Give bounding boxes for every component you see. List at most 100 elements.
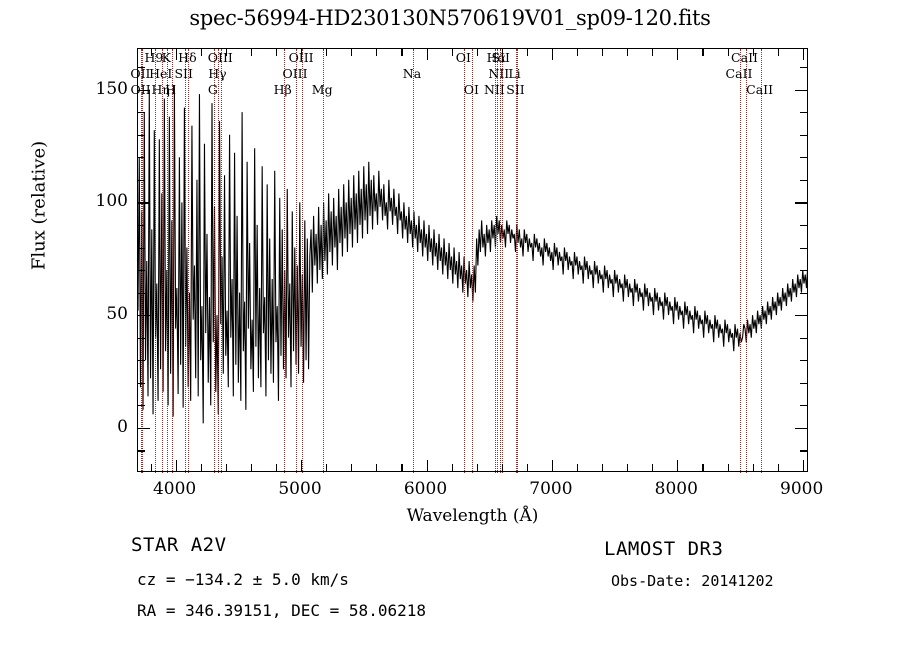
tick-mark — [652, 49, 654, 56]
spectral-line-label: OI — [463, 82, 479, 97]
tick-mark — [138, 224, 145, 227]
spectral-line-marker — [413, 49, 414, 473]
tick-mark — [627, 464, 629, 471]
spectral-line-label: NII — [483, 82, 505, 97]
tick-mark — [401, 49, 403, 56]
spectral-line-label: K — [161, 50, 171, 65]
tick-mark — [501, 464, 503, 471]
spectral-line-label: H — [165, 82, 177, 97]
spectral-line-label: OIII — [207, 50, 233, 65]
spectral-line-marker — [497, 49, 499, 473]
tick-mark — [138, 382, 145, 384]
tick-mark — [138, 270, 145, 272]
spectral-line-marker — [745, 49, 747, 473]
spectral-line-marker — [161, 49, 163, 473]
spectral-line-label: SII — [506, 82, 525, 97]
tick-mark — [138, 179, 145, 181]
tick-mark — [800, 157, 807, 159]
flux-trace — [138, 85, 807, 424]
tick-mark — [800, 112, 807, 114]
spectral-line-label: H9 — [144, 50, 164, 65]
tick-mark — [795, 315, 807, 317]
spectral-line-marker — [283, 49, 285, 473]
tick-mark — [476, 464, 478, 471]
spectral-line-marker — [218, 49, 220, 473]
spectral-line-label: OII — [130, 66, 151, 81]
spectral-line-marker — [296, 49, 297, 473]
tick-mark — [795, 89, 807, 91]
spectral-line-label: CaII — [746, 82, 774, 97]
tick-mark — [200, 464, 202, 471]
spectral-line-marker — [501, 49, 503, 473]
tick-mark — [476, 49, 478, 56]
tick-mark — [138, 247, 145, 249]
x-tick-label: 5000 — [278, 479, 322, 499]
object-class-and-type: STAR A2V — [131, 534, 227, 556]
x-tick-label: 7000 — [529, 479, 573, 499]
tick-mark — [800, 247, 807, 249]
tick-mark — [138, 292, 145, 294]
tick-mark — [376, 464, 378, 471]
tick-mark — [376, 49, 378, 56]
tick-mark — [800, 337, 807, 339]
tick-mark — [138, 450, 145, 452]
tick-mark — [150, 49, 152, 56]
tick-mark — [727, 49, 729, 56]
tick-mark — [351, 49, 353, 56]
spectral-line-label: OI — [455, 50, 471, 65]
tick-mark — [138, 337, 145, 339]
tick-mark — [777, 464, 779, 471]
spectral-line-marker — [141, 49, 143, 473]
tick-mark — [551, 49, 554, 60]
redshift-velocity: cz = −134.2 ± 5.0 km/s — [137, 570, 349, 589]
y-tick-label: 100 — [95, 191, 128, 212]
spectral-line-label: OIII — [288, 50, 314, 65]
spectral-line-marker — [213, 49, 215, 473]
tick-mark — [551, 460, 554, 471]
tick-mark — [501, 49, 503, 56]
tick-mark — [138, 89, 150, 91]
tick-mark — [326, 49, 328, 56]
tick-mark — [526, 49, 528, 56]
tick-mark — [250, 49, 253, 56]
tick-mark — [677, 460, 679, 471]
tick-mark — [602, 49, 604, 56]
spectral-line-marker — [499, 49, 501, 473]
tick-mark — [326, 464, 328, 471]
spectral-line-marker — [167, 49, 169, 473]
spectral-line-label: Mg — [311, 82, 333, 97]
spectrum-curve — [138, 85, 807, 424]
tick-mark — [276, 464, 278, 471]
y-tick-label: 150 — [95, 78, 128, 99]
tick-mark — [401, 464, 403, 471]
x-tick-label: 4000 — [152, 479, 197, 499]
tick-mark — [800, 67, 807, 69]
tick-mark — [138, 315, 150, 317]
tick-mark — [175, 49, 177, 60]
tick-mark — [526, 464, 528, 471]
x-tick-label: 6000 — [403, 479, 448, 499]
tick-mark — [426, 460, 428, 471]
plot-frame — [137, 48, 808, 473]
spectral-line-label: CaII — [731, 50, 758, 65]
tick-mark — [800, 292, 807, 294]
tick-mark — [138, 405, 145, 407]
spectral-line-marker — [323, 49, 325, 473]
spectral-line-marker — [188, 49, 190, 473]
tick-mark — [451, 49, 453, 56]
tick-mark — [577, 464, 579, 471]
tick-mark — [777, 49, 779, 56]
y-axis-title: Flux (relative) — [28, 140, 50, 271]
tick-mark — [138, 427, 150, 430]
tick-mark — [138, 134, 145, 136]
spectral-line-label: OII — [130, 82, 151, 97]
tick-mark — [800, 382, 807, 384]
spectral-line-label: OIII — [282, 66, 308, 81]
spectral-line-label: SII — [491, 50, 510, 65]
tick-mark — [652, 464, 654, 471]
spectral-line-label: Hα — [486, 50, 506, 65]
spectral-line-marker — [171, 49, 173, 473]
spectral-line-label: Hβ — [273, 82, 292, 97]
tick-mark — [138, 360, 145, 362]
